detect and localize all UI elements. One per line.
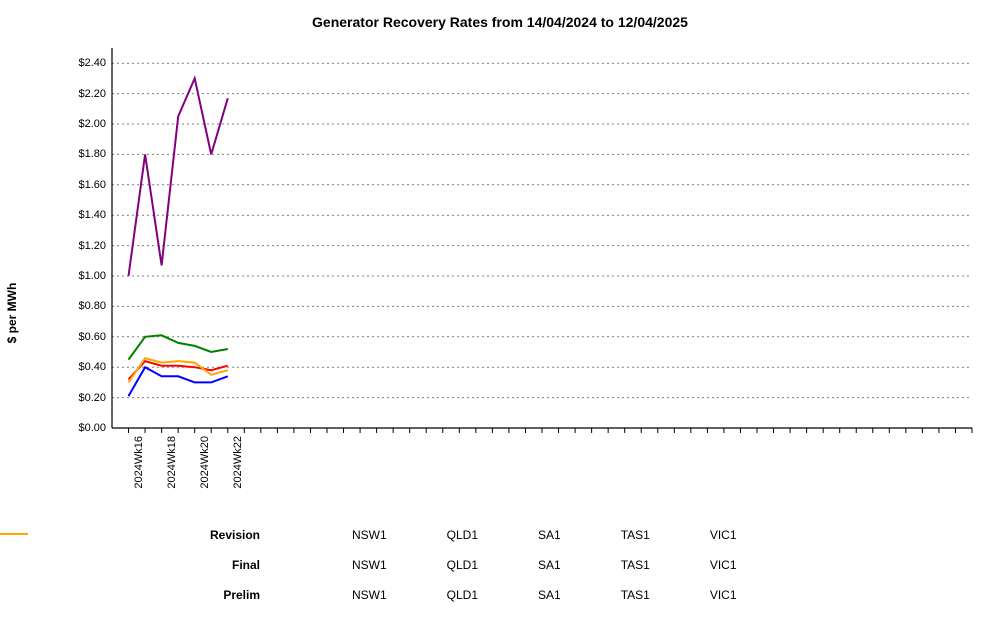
legend-swatch-icon [678, 529, 706, 541]
legend-item: QLD1 [415, 588, 478, 602]
legend-swatch-icon [320, 559, 348, 571]
legend-item: QLD1 [415, 528, 478, 542]
legend-row: Revision NSW1 QLD1 SA1 TAS1 VIC1 [0, 528, 1000, 542]
legend-swatch-icon [589, 529, 617, 541]
ytick-label: $1.40 [56, 209, 106, 221]
legend-item-label: VIC1 [710, 588, 737, 602]
ytick-label: $1.00 [56, 270, 106, 282]
legend-item-label: TAS1 [621, 588, 650, 602]
ytick-label: $2.40 [56, 57, 106, 69]
legend-item-label: QLD1 [447, 528, 478, 542]
legend-item: NSW1 [320, 528, 387, 542]
series-QLD1 [129, 367, 228, 396]
legend-swatch-icon [678, 559, 706, 571]
legend-row: Prelim NSW1 QLD1 SA1 TAS1 VIC1 [0, 588, 1000, 602]
legend-swatch-icon [678, 589, 706, 601]
legend-item: QLD1 [415, 558, 478, 572]
legend-row-label: Revision [0, 528, 320, 542]
legend-item-label: VIC1 [710, 558, 737, 572]
legend-item-label: SA1 [538, 528, 561, 542]
legend-item: VIC1 [678, 558, 737, 572]
series-TAS1 [129, 78, 228, 276]
legend-item: TAS1 [589, 588, 650, 602]
legend-item: SA1 [506, 528, 561, 542]
xtick-label: 2024Wk20 [199, 436, 211, 489]
legend-swatch-icon [506, 559, 534, 571]
legend-item-label: NSW1 [352, 528, 387, 542]
xtick-label: 2024Wk16 [133, 436, 145, 489]
legend-row-label: Final [0, 558, 320, 572]
legend-item: SA1 [506, 558, 561, 572]
ytick-label: $0.60 [56, 331, 106, 343]
xtick-label: 2024Wk22 [232, 436, 244, 489]
legend-row: Final NSW1 QLD1 SA1 TAS1 VIC1 [0, 558, 1000, 572]
legend-item: VIC1 [678, 588, 737, 602]
legend-item: TAS1 [589, 558, 650, 572]
legend-item: SA1 [506, 588, 561, 602]
ytick-label: $1.80 [56, 148, 106, 160]
legend-item: TAS1 [589, 528, 650, 542]
legend-swatch-icon [415, 589, 443, 601]
legend: Revision NSW1 QLD1 SA1 TAS1 VIC1 Final NSW1 QLD1… [0, 528, 1000, 618]
legend-item-label: SA1 [538, 588, 561, 602]
ytick-label: $0.20 [56, 392, 106, 404]
legend-swatch-icon [320, 589, 348, 601]
legend-swatch-icon [589, 559, 617, 571]
legend-item-label: NSW1 [352, 558, 387, 572]
ytick-label: $0.40 [56, 361, 106, 373]
ytick-label: $1.20 [56, 240, 106, 252]
legend-swatch-icon [320, 529, 348, 541]
ytick-label: $0.80 [56, 300, 106, 312]
ytick-label: $0.00 [56, 422, 106, 434]
legend-swatch-icon [415, 559, 443, 571]
legend-item-label: SA1 [538, 558, 561, 572]
chart-container: Generator Recovery Rates from 14/04/2024… [0, 0, 1000, 625]
legend-swatch-icon [506, 589, 534, 601]
legend-item-label: TAS1 [621, 558, 650, 572]
ytick-label: $2.20 [56, 88, 106, 100]
legend-item-label: QLD1 [447, 588, 478, 602]
legend-item-label: NSW1 [352, 588, 387, 602]
legend-item-label: TAS1 [621, 528, 650, 542]
xtick-label: 2024Wk18 [166, 436, 178, 489]
ytick-label: $2.00 [56, 118, 106, 130]
legend-row-label: Prelim [0, 588, 320, 602]
series-SA1 [129, 335, 228, 359]
legend-item: NSW1 [320, 588, 387, 602]
legend-swatch-icon [589, 589, 617, 601]
legend-item: VIC1 [678, 528, 737, 542]
legend-item: NSW1 [320, 558, 387, 572]
ytick-label: $1.60 [56, 179, 106, 191]
legend-swatch-icon [506, 529, 534, 541]
legend-swatch-icon [415, 529, 443, 541]
legend-item-label: VIC1 [710, 528, 737, 542]
legend-item-label: QLD1 [447, 558, 478, 572]
